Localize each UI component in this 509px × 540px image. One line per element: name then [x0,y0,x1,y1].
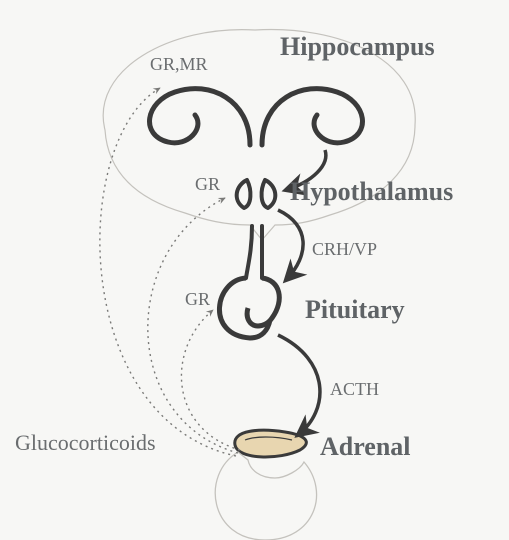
label-gr-mr: GR,MR [150,54,208,74]
label-hippocampus: Hippocampus [280,32,435,61]
adrenal-shape [235,430,307,457]
label-adrenal: Adrenal [320,432,411,461]
label-acth: ACTH [330,379,379,399]
label-pituitary: Pituitary [305,295,405,324]
label-gr-pituitary: GR [185,289,210,309]
label-glucocorticoids: Glucocorticoids [15,430,156,455]
diagram-background [0,0,509,540]
label-gr-hypothalamus: GR [195,174,220,194]
label-crh-vp: CRH/VP [312,239,377,259]
label-hypothalamus: Hypothalamus [290,177,453,206]
